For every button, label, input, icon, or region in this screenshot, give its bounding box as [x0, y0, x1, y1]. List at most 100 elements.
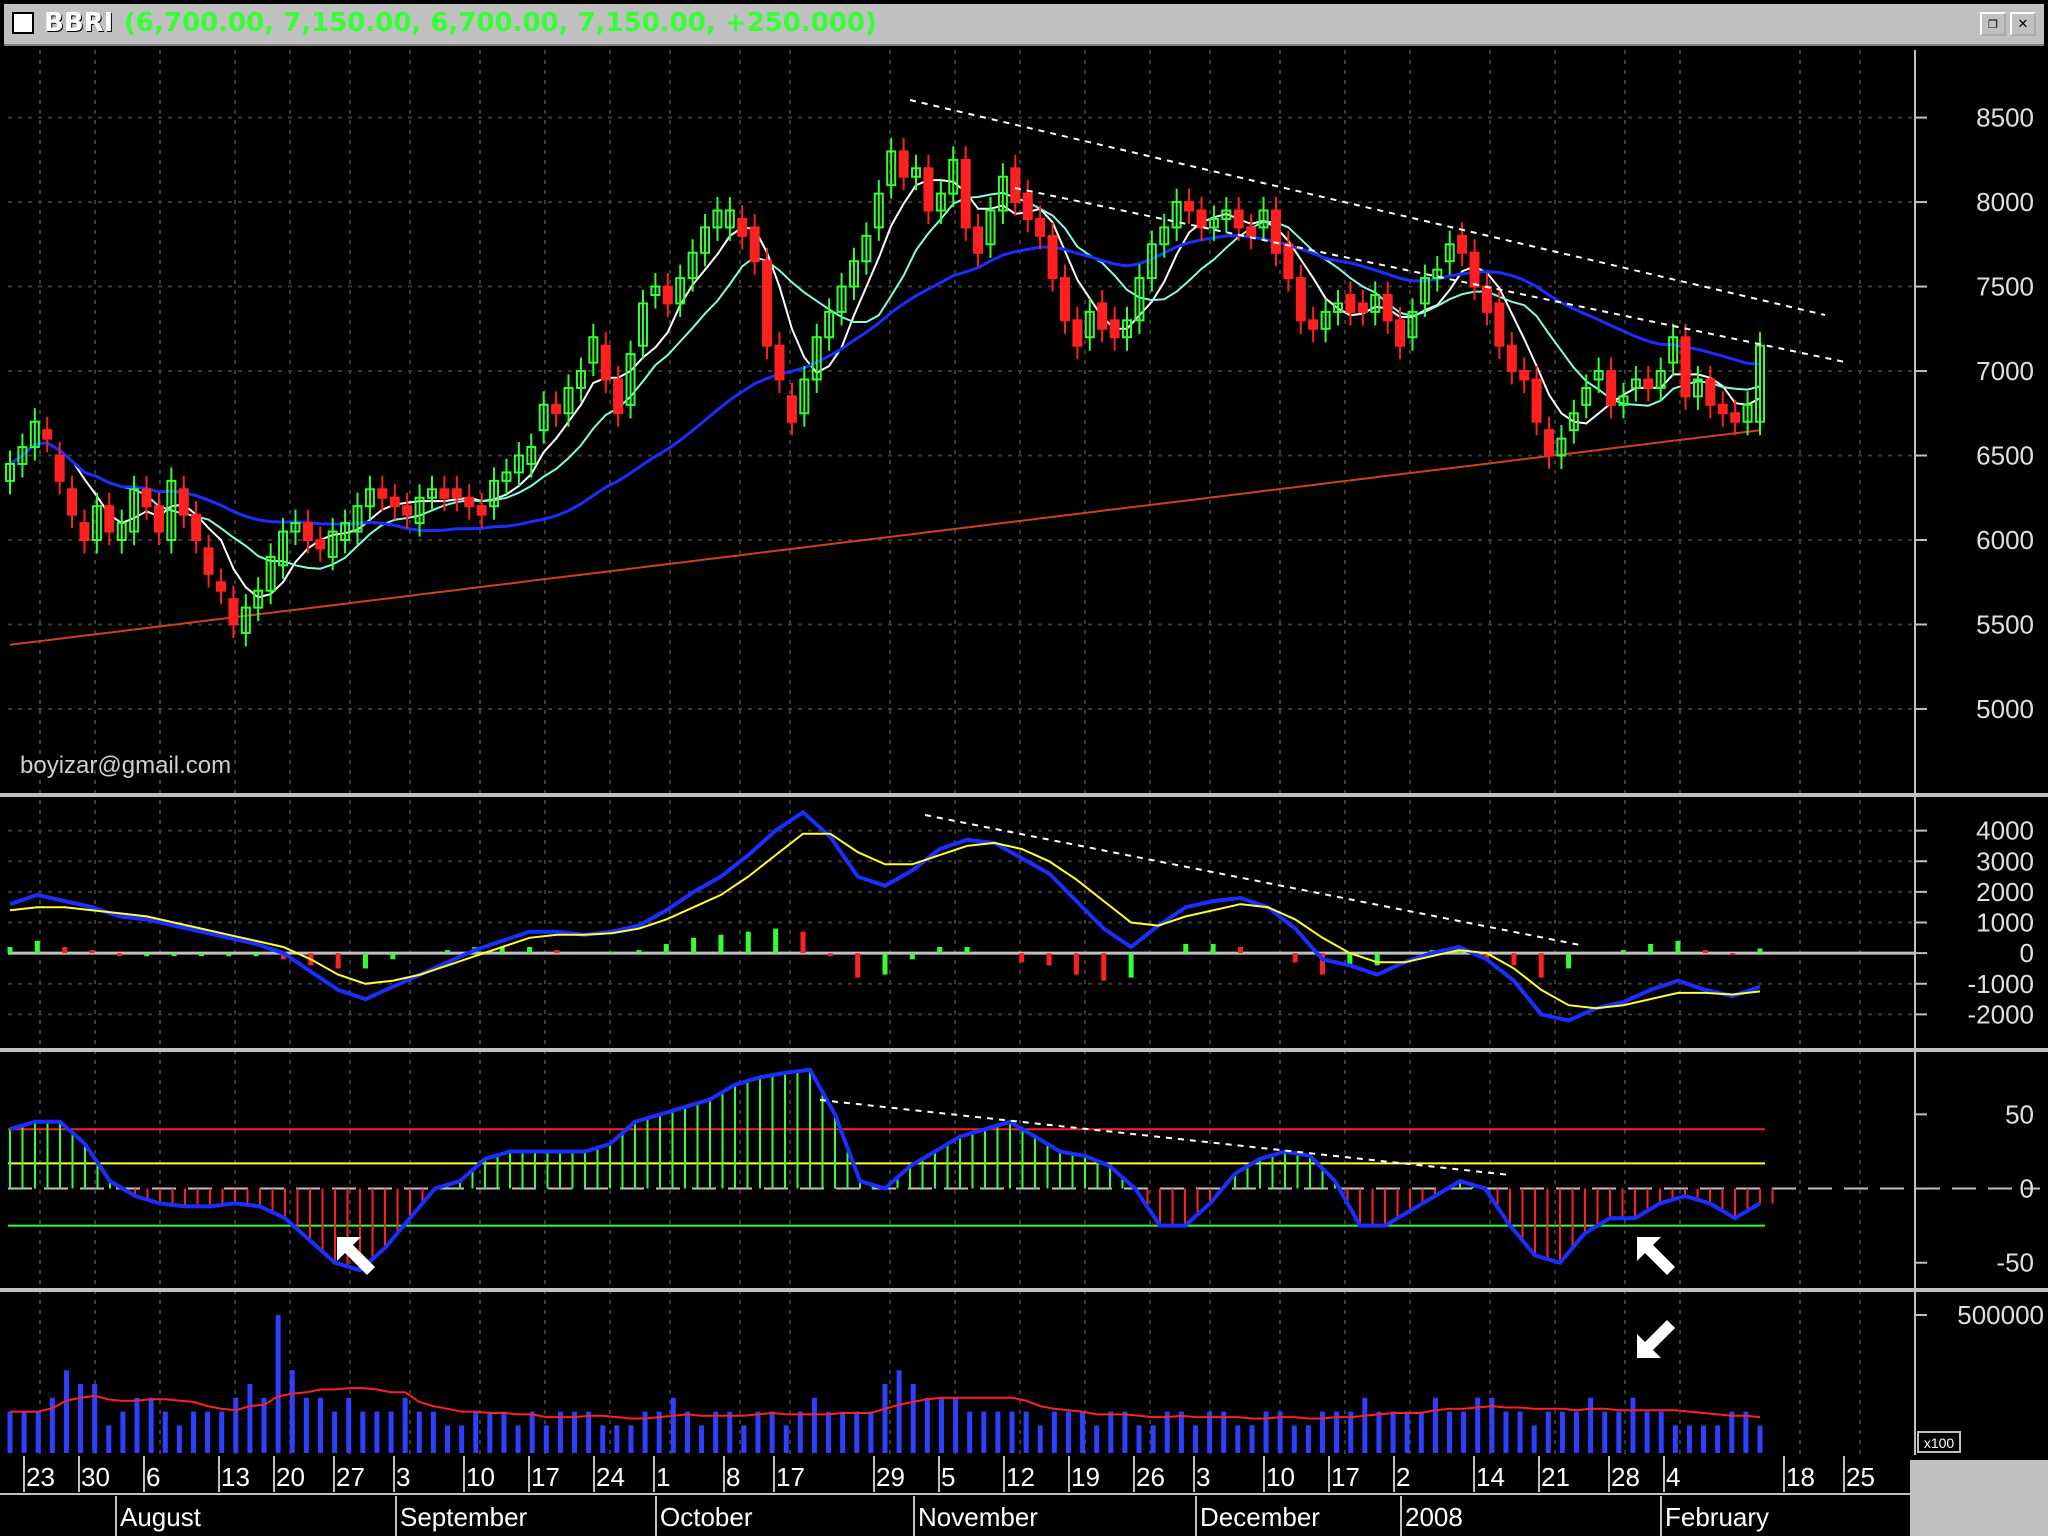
candle-body — [1407, 310, 1418, 339]
candle-body — [67, 488, 78, 516]
window-menu-icon[interactable] — [12, 12, 34, 34]
candle-body — [1419, 277, 1430, 305]
candle-body — [960, 158, 971, 229]
candle-body — [129, 488, 140, 533]
day-label: 19 — [1071, 1462, 1100, 1492]
candle-body — [1370, 294, 1381, 313]
candle-body — [1730, 412, 1741, 423]
candle-body — [551, 403, 562, 415]
candle-body — [886, 150, 897, 187]
candle-body — [1382, 294, 1393, 322]
candle-body — [1072, 319, 1083, 347]
candle-body — [464, 496, 475, 508]
day-label: 1 — [656, 1462, 670, 1492]
candle-body — [253, 589, 264, 609]
price-tick-label: 8500 — [1976, 103, 2034, 133]
restore-button[interactable]: ❐ — [1980, 12, 2006, 36]
day-label: 27 — [336, 1462, 365, 1492]
day-label: 6 — [146, 1462, 160, 1492]
candle-body — [1556, 437, 1567, 457]
candle-body — [749, 226, 760, 263]
candle-body — [737, 217, 748, 237]
macd-tick-label: -2000 — [1968, 999, 2035, 1029]
candle-body — [1630, 378, 1641, 389]
day-label: 26 — [1136, 1462, 1165, 1492]
candle-body — [799, 378, 810, 415]
candle-body — [948, 158, 959, 195]
candle-body — [1122, 319, 1133, 339]
arrow-up-left-icon — [337, 1237, 375, 1275]
price-tick-label: 6500 — [1976, 441, 2034, 471]
month-label: December — [1200, 1502, 1320, 1532]
candle-body — [1668, 336, 1679, 364]
grid-lines — [8, 50, 1915, 1455]
close-button[interactable]: ✕ — [2010, 12, 2036, 36]
candle-body — [1059, 277, 1070, 322]
candle-body — [762, 260, 773, 347]
candle-body — [861, 234, 872, 263]
candle-body — [191, 513, 202, 541]
candle-body — [935, 192, 946, 212]
candle-body — [1357, 302, 1368, 313]
candle-body — [712, 209, 723, 229]
candle-body — [786, 395, 797, 423]
day-label: 13 — [221, 1462, 250, 1492]
candle-body — [1506, 344, 1517, 373]
trend-line — [924, 814, 1581, 946]
day-label: 21 — [1541, 1462, 1570, 1492]
candle-body — [290, 522, 301, 533]
candle-body — [911, 167, 922, 178]
candle-body — [389, 496, 400, 508]
candle-body — [538, 403, 549, 432]
candle-body — [563, 386, 574, 415]
candle-body — [340, 522, 351, 542]
candle-body — [1469, 251, 1480, 288]
candle-body — [203, 547, 214, 575]
candle-body — [1208, 217, 1219, 229]
month-label: 2008 — [1405, 1502, 1463, 1532]
candle-body — [426, 488, 437, 499]
date-axis: 23 30 6 13 20 27 3 10 17 24 1 8 17 29 5 12 19 26 3 10 17 2 14 2… — [0, 1456, 2048, 1536]
volume-panel: x100 — [7, 1315, 1961, 1453]
candle-body — [215, 581, 226, 592]
candle-body — [1581, 386, 1592, 406]
candle-body — [42, 429, 53, 440]
day-label: 18 — [1786, 1462, 1815, 1492]
symbol-label: BBRI — [44, 8, 114, 38]
candle-body — [1035, 217, 1046, 237]
candle-body — [1308, 319, 1319, 330]
candle-body — [79, 522, 90, 542]
candle-body — [1159, 226, 1170, 246]
candle-body — [377, 488, 388, 499]
candle-body — [501, 471, 512, 482]
candle-body — [625, 353, 636, 406]
candle-body — [600, 344, 611, 381]
quote-label: (6,700.00, 7,150.00, 6,700.00, 7,150.00,… — [124, 8, 877, 38]
day-label: 12 — [1006, 1462, 1035, 1492]
scale-badge-label: x100 — [1924, 1435, 1955, 1451]
candle-body — [848, 260, 859, 288]
candle-body — [1717, 403, 1728, 415]
candle-body — [29, 420, 40, 449]
day-label: 17 — [1331, 1462, 1360, 1492]
day-label: 28 — [1611, 1462, 1640, 1492]
candle-body — [414, 496, 425, 525]
candle-body — [1544, 429, 1555, 457]
macd-tick-label: 1000 — [1976, 908, 2034, 938]
candle-body — [489, 479, 500, 508]
candle-body — [687, 251, 698, 280]
scale-badge — [1917, 1431, 1961, 1453]
candle-body — [1171, 201, 1182, 229]
day-label: 17 — [776, 1462, 805, 1492]
price-tick-label: 7000 — [1976, 356, 2034, 386]
volume-tick-label: 500000 — [1957, 1300, 2044, 1330]
candle-body — [1283, 243, 1294, 280]
macd-tick-label: 3000 — [1976, 846, 2034, 876]
candle-body — [91, 505, 102, 542]
day-label: 25 — [1846, 1462, 1875, 1492]
day-label: 20 — [276, 1462, 305, 1492]
day-label: 14 — [1476, 1462, 1505, 1492]
month-label: September — [400, 1502, 528, 1532]
candle-body — [513, 454, 524, 474]
macd-panel — [7, 809, 1915, 1023]
